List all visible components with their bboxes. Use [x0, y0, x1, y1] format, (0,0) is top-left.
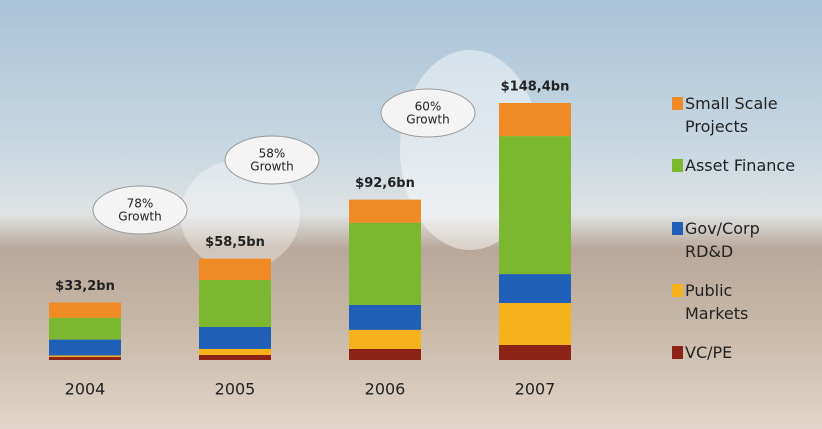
growth-annotation: 58%	[259, 147, 286, 161]
bar-segment	[49, 303, 121, 318]
legend-entry: Small Scale Projects	[672, 92, 812, 138]
bar-segment	[49, 355, 121, 356]
x-tick-label: 2006	[365, 380, 406, 399]
bar-segment	[199, 280, 271, 327]
bar-segment	[499, 303, 571, 345]
bar-segment	[349, 223, 421, 305]
total-label: $148,4bn	[501, 80, 570, 95]
legend-entry: Gov/Corp RD&D	[672, 217, 812, 263]
bar-segment	[49, 340, 121, 356]
growth-annotation: 78%	[127, 197, 154, 211]
bar-segment	[199, 259, 271, 280]
x-tick-label: 2005	[215, 380, 256, 399]
bar-segment	[349, 200, 421, 223]
total-label: $92,6bn	[355, 176, 415, 191]
x-tick-label: 2004	[65, 380, 106, 399]
x-tick-label: 2007	[515, 380, 556, 399]
legend-entry: Public Markets	[672, 279, 812, 325]
growth-annotation: Growth	[118, 210, 161, 224]
bar-segment	[349, 330, 421, 349]
bar-segment	[199, 349, 271, 355]
legend-swatch	[672, 284, 683, 297]
bar-segment	[199, 355, 271, 360]
total-label: $58,5bn	[205, 235, 265, 250]
bar-segment	[499, 136, 571, 274]
legend-label: Small Scale Projects	[685, 92, 800, 138]
bar-segment	[499, 274, 571, 303]
legend-label: Asset Finance	[685, 154, 800, 177]
growth-annotation: Growth	[406, 113, 449, 127]
legend-label: VC/PE	[685, 341, 800, 364]
total-label: $33,2bn	[55, 279, 115, 294]
bar-segment	[49, 318, 121, 340]
bar-segment	[349, 305, 421, 330]
legend-swatch	[672, 346, 683, 359]
bar-segment	[199, 327, 271, 349]
legend-swatch	[672, 97, 683, 110]
legend-label: Public Markets	[685, 279, 800, 325]
growth-annotation: 60%	[415, 100, 442, 114]
legend-entry: VC/PE	[672, 341, 812, 364]
bar-segment	[349, 349, 421, 360]
plot: $33,2bn 2004 $58,5bn 2005 $92,6bn 2006 $148,4b…	[0, 0, 822, 429]
legend-swatch	[672, 159, 683, 172]
growth-annotation: Growth	[250, 160, 293, 174]
legend-swatch	[672, 222, 683, 235]
bar-segment	[49, 357, 121, 360]
chart: $33,2bn 2004 $58,5bn 2005 $92,6bn 2006 $148,4b…	[0, 0, 822, 429]
bar-segment	[499, 103, 571, 136]
legend-entry: Asset Finance	[672, 154, 812, 177]
legend-label: Gov/Corp RD&D	[685, 217, 800, 263]
bar-segment	[499, 345, 571, 360]
